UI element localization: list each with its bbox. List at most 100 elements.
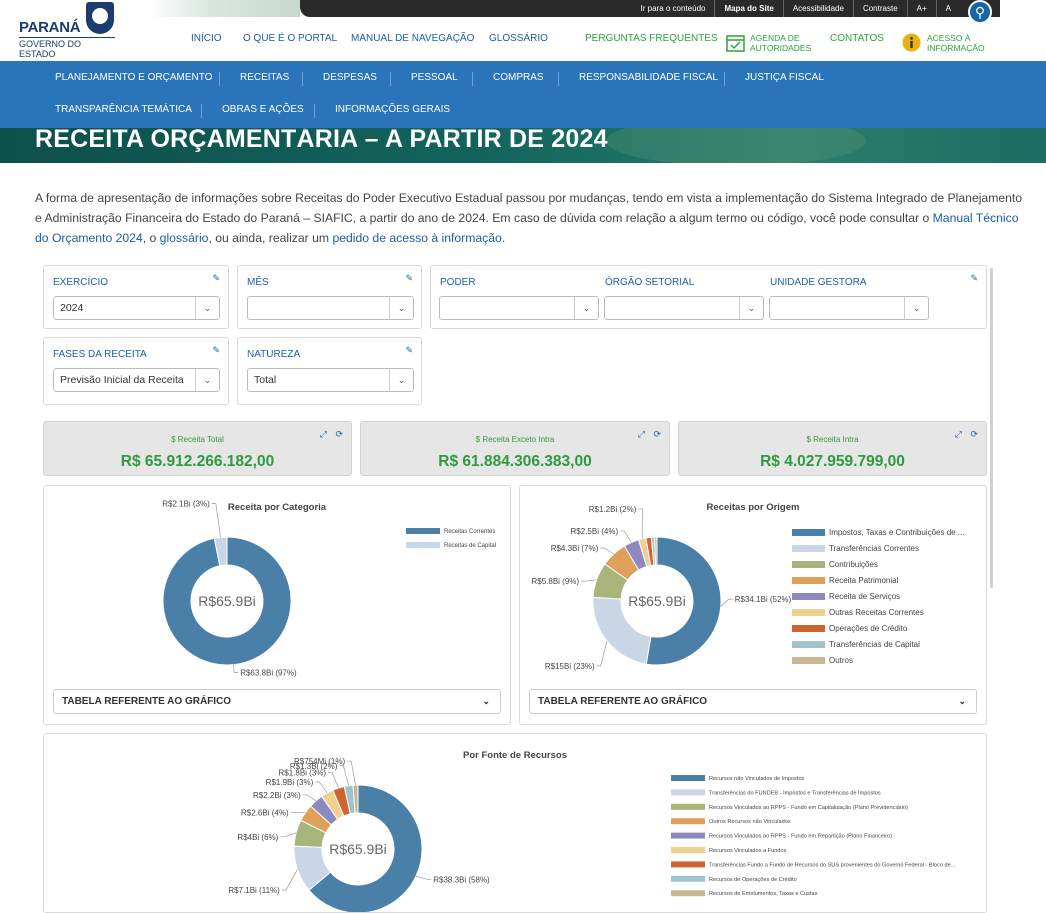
legend-item-recursos-nao-vinculados-de-impostos[interactable]: Recursos não Vinculados de Impostos [709, 776, 805, 782]
fases-label: FASES DA RECEITA [53, 349, 147, 360]
nav-perguntas-frequentes[interactable]: PERGUNTAS FREQUENTES [585, 33, 718, 44]
nav-planejamento[interactable]: PLANEJAMENTO E ORÇAMENTO [55, 72, 213, 83]
table-toggle-button[interactable]: TABELA REFERENTE AO GRÁFICO ⌄ [53, 689, 501, 714]
data-label: R$63.8Bi (97%) [240, 669, 297, 678]
nav-o-que-e-o-portal[interactable]: O QUE É O PORTAL [243, 33, 338, 44]
font-normal-link[interactable]: A [935, 0, 960, 17]
nav-glossario[interactable]: GLOSSÁRIO [489, 33, 548, 44]
nav-pessoal[interactable]: PESSOAL [411, 72, 458, 83]
eraser-icon[interactable]: ✎ [405, 273, 413, 283]
refresh-icon[interactable]: ⟳ [653, 429, 661, 439]
nav-obras-e-acoes[interactable]: OBRAS E AÇÕES [222, 104, 304, 115]
nav-acesso-informacao[interactable]: ACESSO À INFORMAÇÃO [927, 33, 985, 53]
nav-justica-fiscal[interactable]: JUSTIÇA FISCAL [745, 72, 824, 83]
nav-inicio[interactable]: INÍCIO [191, 33, 222, 44]
legend-item-recursos-de-operacoes-de-credito[interactable]: Recursos de Operações de Crédito [709, 877, 797, 883]
nav-compras[interactable]: COMPRAS [493, 72, 544, 83]
nav-informacoes-gerais[interactable]: INFORMAÇÕES GERAIS [335, 104, 451, 115]
legend-item-outros-recursos-nao-vinculados[interactable]: Outros Recursos não Vinculados [709, 819, 791, 825]
scrollbar[interactable] [990, 268, 993, 588]
fases-select[interactable]: Previsão Inicial da Receita ⌄ [53, 368, 220, 392]
legend-item-impostos-taxas-e-contribuicoes-de[interactable]: Impostos, Taxas e Contribuições de ... [829, 528, 964, 537]
parana-logo[interactable]: PARANÁ GOVERNO DO ESTADO [19, 2, 119, 59]
nav-responsabilidade-fiscal[interactable]: RESPONSABILIDADE FISCAL [579, 72, 718, 83]
eraser-icon[interactable]: ✎ [970, 273, 978, 283]
orgao-select[interactable]: ⌄ [604, 296, 764, 320]
slice-recursos-de-emolumentos-taxas-e-custas[interactable] [352, 784, 359, 814]
legend-item-receitas-de-capital[interactable]: Receitas de Capital [444, 543, 496, 549]
nav-receitas[interactable]: RECEITAS [240, 72, 290, 83]
center-total-label: R$65.9Bi [198, 593, 256, 609]
data-label: R$38.3Bi (58%) [433, 875, 490, 884]
leader-line [328, 772, 339, 789]
slice-impostos-taxas-e-contribuicoes-de[interactable] [645, 536, 722, 666]
center-total-label: R$65.9Bi [329, 841, 387, 857]
unidade-select[interactable]: ⌄ [769, 296, 929, 320]
poder-select[interactable]: ⌄ [439, 296, 599, 320]
expand-icon[interactable]: ⤢ [319, 429, 327, 439]
legend-item-operacoes-de-credito[interactable]: Operações de Crédito [829, 624, 908, 633]
eraser-icon[interactable]: ✎ [212, 273, 220, 283]
glossario-link[interactable]: glossário [159, 231, 209, 245]
accessibility-link[interactable]: Acessibilidade [782, 0, 853, 17]
legend-swatch [792, 561, 825, 568]
nav-agenda[interactable]: AGENDA DE AUTORIDADES [750, 33, 811, 53]
filter-natureza: NATUREZA ✎ Total ⌄ [237, 337, 422, 405]
refresh-icon[interactable]: ⟳ [970, 429, 978, 439]
table-toggle-button[interactable]: TABELA REFERENTE AO GRÁFICO ⌄ [529, 689, 977, 714]
slice-outros[interactable] [653, 536, 658, 566]
legend-item-contribuicoes[interactable]: Contribuições [829, 560, 878, 569]
legend-item-transferencias-do-fundeb-impostos-e-tran[interactable]: Transferências do FUNDEB - Impostos e Tr… [709, 790, 881, 796]
legend-item-recursos-vinculados-ao-rpps-fundo-em-rep[interactable]: Recursos Vinculados ao RPPS - Fundo em R… [709, 834, 892, 840]
leader-line [302, 794, 317, 802]
legend-item-recursos-de-emolumentos-taxas-e-custas[interactable]: Recursos de Emolumentos, Taxas e Custas [709, 891, 818, 897]
legend-item-transferencias-fundo-a-fundo-de-recursos[interactable]: Transferências Fundo a Fundo de Recursos… [709, 862, 956, 868]
nav-manual[interactable]: MANUAL DE NAVEGAÇÃO [351, 33, 475, 44]
expand-icon[interactable]: ⤢ [954, 429, 962, 439]
data-label: R$15Bi (23%) [545, 662, 595, 671]
exercicio-value: 2024 [60, 302, 84, 314]
info-icon[interactable] [902, 33, 921, 52]
fases-value: Previsão Inicial da Receita [60, 374, 184, 386]
refresh-icon[interactable]: ⟳ [335, 429, 343, 439]
exercicio-select[interactable]: 2024 ⌄ [53, 296, 220, 320]
data-label: R$1.9Bi (3%) [266, 778, 314, 787]
manual-tecnico-link[interactable]: Manual Técnico do Orçamento 2024 [35, 211, 1019, 245]
legend-item-receitas-correntes[interactable]: Receitas Correntes [444, 529, 495, 535]
nav-despesas[interactable]: DESPESAS [323, 72, 377, 83]
slice-recursos-nao-vinculados-de-impostos[interactable] [308, 784, 423, 912]
site-map-link[interactable]: Mapa do Site [714, 0, 782, 17]
nav-contatos[interactable]: CONTATOS [830, 33, 884, 44]
legend-swatch [792, 625, 825, 632]
legend-item-recursos-vinculados-ao-rpps-fundo-em-cap[interactable]: Recursos Vinculados ao RPPS - Fundo em C… [709, 805, 908, 811]
nav-transparencia-tematica[interactable]: TRANSPARÊNCIA TEMÁTICA [55, 104, 192, 115]
pedido-acesso-link[interactable]: pedido de acesso à informação [332, 231, 502, 245]
legend-item-recursos-vinculados-a-fundos[interactable]: Recursos Vinculados a Fundos [709, 848, 787, 854]
eraser-icon[interactable]: ✎ [405, 345, 413, 355]
leader-line [339, 765, 349, 786]
kpi-label-text: Receita Exceto Intra [482, 435, 555, 444]
slice-receitas-correntes[interactable] [162, 536, 292, 666]
acesso-line2: INFORMAÇÃO [927, 43, 985, 53]
legend-item-receita-patrimonial[interactable]: Receita Patrimonial [829, 576, 899, 585]
legend-item-outras-receitas-correntes[interactable]: Outras Receitas Correntes [829, 608, 924, 617]
expand-icon[interactable]: ⤢ [637, 429, 645, 439]
legend-swatch [792, 657, 825, 664]
contrast-link[interactable]: Contraste [852, 0, 907, 17]
legend-item-transferencias-de-capital[interactable]: Transferências de Capital [829, 640, 920, 649]
intro-part1: A forma de apresentação de informações s… [35, 191, 1023, 225]
skip-to-content-link[interactable]: Ir para o conteúdo [640, 4, 706, 13]
mes-select[interactable]: ⌄ [247, 296, 414, 320]
legend-item-transferencias-correntes[interactable]: Transferências Correntes [829, 544, 919, 553]
font-increase-link[interactable]: A+ [906, 0, 936, 17]
slice-receitas-de-capital[interactable] [213, 536, 228, 567]
kpi-receita-intra: ⤢ ⟳ $ Receita Intra R$ 4.027.959.799,00 [678, 421, 987, 476]
accessibility-icon[interactable]: ⚲ [968, 0, 992, 24]
legend-item-outros[interactable]: Outros [829, 656, 853, 665]
chevron-down-icon: ⌄ [739, 297, 763, 319]
calendar-icon[interactable] [726, 33, 745, 52]
eraser-icon[interactable]: ✎ [212, 345, 220, 355]
legend-item-receita-de-servicos[interactable]: Receita de Serviços [829, 592, 900, 601]
natureza-select[interactable]: Total ⌄ [247, 368, 414, 392]
separator [219, 72, 220, 86]
